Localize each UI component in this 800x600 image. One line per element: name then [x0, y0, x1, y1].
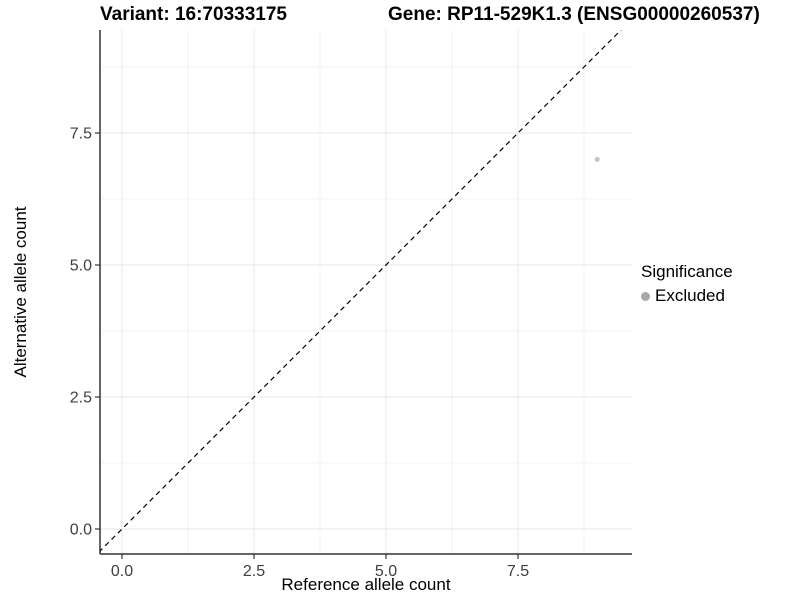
y-axis-title: Alternative allele count [11, 206, 30, 378]
x-tick-label: 7.5 [507, 563, 529, 580]
identity-dashed-line [100, 30, 622, 552]
x-axis-title: Reference allele count [281, 575, 451, 594]
data-point-excluded [594, 156, 600, 162]
y-tick-label: 2.5 [70, 390, 92, 407]
legend-entry-excluded: Excluded [641, 286, 733, 306]
legend-entry-label: Excluded [655, 286, 725, 305]
y-tick-label: 0.0 [70, 522, 92, 539]
x-tick-label: 5.0 [375, 563, 397, 580]
legend: Significance Excluded [641, 262, 733, 306]
x-tick-label: 0.0 [111, 563, 133, 580]
y-tick-label: 5.0 [70, 258, 92, 275]
x-tick-label: 2.5 [243, 563, 265, 580]
variant-title: Variant: 16:70333175 [100, 4, 287, 25]
point-marker-icon [641, 291, 650, 301]
legend-title: Significance [641, 262, 733, 281]
gene-title: Gene: RP11-529K1.3 (ENSG00000260537) [388, 4, 760, 25]
y-tick-label: 7.5 [70, 126, 92, 143]
